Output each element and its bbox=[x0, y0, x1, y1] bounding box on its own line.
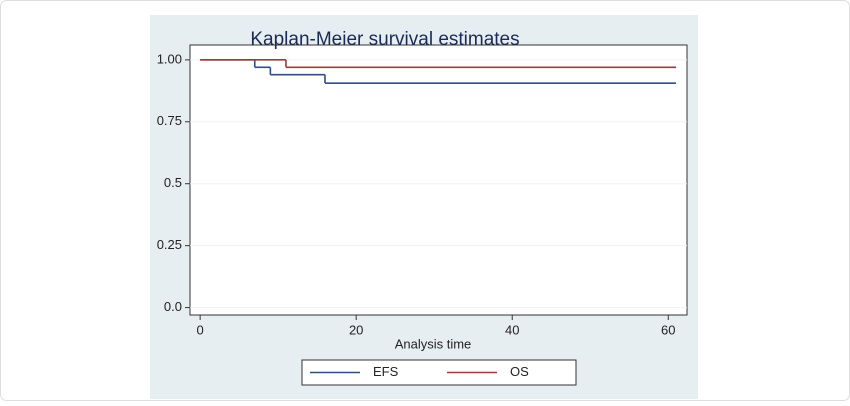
x-tick-label: 60 bbox=[661, 322, 675, 337]
y-tick-label: 0.5 bbox=[164, 175, 182, 190]
y-tick-label: 0.75 bbox=[157, 113, 182, 128]
x-tick-label: 0 bbox=[197, 322, 204, 337]
y-tick-label: 0.0 bbox=[164, 299, 182, 314]
legend-label: EFS bbox=[373, 364, 399, 379]
x-axis-label: Analysis time bbox=[395, 336, 472, 351]
y-tick-label: 1.00 bbox=[157, 51, 182, 66]
chart-title: Kaplan-Meier survival estimates bbox=[250, 29, 519, 50]
y-tick-label: 0.25 bbox=[157, 237, 182, 252]
plot-area bbox=[189, 44, 688, 316]
x-tick-label: 20 bbox=[349, 322, 363, 337]
legend-label: OS bbox=[510, 364, 529, 379]
x-tick-label: 40 bbox=[505, 322, 519, 337]
